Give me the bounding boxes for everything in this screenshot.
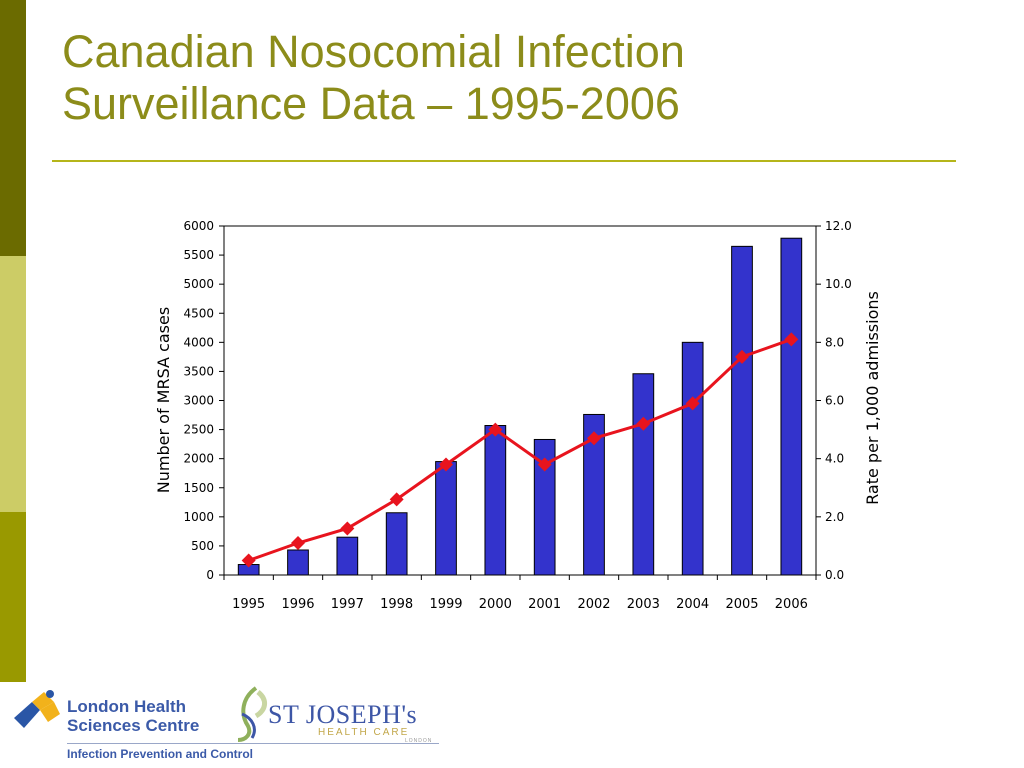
x-tick-label: 1998 bbox=[380, 597, 413, 612]
rate-point bbox=[291, 536, 305, 551]
rate-point bbox=[685, 396, 700, 411]
bar bbox=[583, 413, 605, 576]
rate-point bbox=[636, 416, 651, 431]
rate-line bbox=[248, 338, 792, 562]
right-tick-label: 0.0 bbox=[825, 568, 844, 582]
left-tick-label: 1000 bbox=[183, 510, 214, 524]
st-josephs-logo-icon bbox=[237, 686, 267, 742]
left-tick-label: 4000 bbox=[183, 335, 214, 349]
lhsc-name: London Health Sciences Centre bbox=[67, 697, 199, 735]
x-axis-ticks: 1995 1996 1997 1998 1999 2000 2001 2002 2003 2004… bbox=[223, 575, 817, 612]
bar bbox=[435, 461, 457, 576]
x-tick-label: 1997 bbox=[331, 597, 364, 612]
sidebar-stripe-mid bbox=[0, 512, 26, 682]
st-josephs-location: LONDON bbox=[405, 738, 433, 744]
left-tick-label: 6000 bbox=[183, 219, 214, 233]
x-tick-label: 2003 bbox=[627, 597, 660, 612]
plot-border bbox=[223, 225, 817, 576]
right-axis-ticks: 0.0 2.0 4.0 6.0 8.0 10.0 12.0 bbox=[816, 219, 852, 582]
x-tick-label: 2005 bbox=[725, 597, 758, 612]
left-tick-label: 500 bbox=[191, 539, 214, 553]
lhsc-line1: London Health bbox=[67, 697, 186, 716]
x-tick-label: 2006 bbox=[775, 597, 808, 612]
x-tick-label: 1995 bbox=[232, 597, 265, 612]
rate-point bbox=[784, 332, 799, 347]
rate-point bbox=[439, 457, 453, 472]
rate-point bbox=[340, 521, 355, 536]
rate-point bbox=[488, 422, 503, 437]
left-tick-label: 5000 bbox=[183, 277, 214, 291]
y-axis-label: Number of MRSA cases bbox=[154, 307, 173, 493]
bar bbox=[780, 237, 803, 576]
slide-title-line1: Canadian Nosocomial Infection bbox=[62, 26, 685, 77]
line-series bbox=[241, 332, 799, 568]
mrsa-combo-chart: 0 500 1000 1500 2000 2500 3000 3500 4000 4500 5000… bbox=[154, 219, 882, 612]
st-josephs-name: ST JOSEPH's bbox=[268, 700, 418, 729]
left-axis-ticks: 0 500 1000 1500 2000 2500 3000 3500 4000 4500 5000… bbox=[183, 219, 224, 582]
rate-point bbox=[537, 457, 552, 472]
rate-point bbox=[735, 349, 749, 364]
x-tick-label: 2001 bbox=[528, 597, 561, 612]
y2-axis-label: Rate per 1,000 admissions bbox=[863, 291, 882, 505]
bar bbox=[287, 549, 309, 576]
left-tick-label: 2500 bbox=[183, 423, 214, 437]
sidebar-stripe-light bbox=[0, 256, 26, 512]
slide-title-line2: Surveillance Data – 1995-2006 bbox=[62, 78, 680, 129]
right-tick-label: 6.0 bbox=[825, 394, 844, 408]
bar bbox=[484, 425, 507, 576]
left-tick-label: 0 bbox=[206, 568, 214, 582]
lhsc-line2: Sciences Centre bbox=[67, 716, 200, 735]
left-tick-label: 1500 bbox=[183, 481, 214, 495]
right-tick-label: 8.0 bbox=[825, 335, 844, 349]
x-tick-label: 1996 bbox=[281, 597, 314, 612]
bar bbox=[385, 512, 408, 576]
title-divider bbox=[52, 160, 956, 162]
rate-point bbox=[241, 553, 256, 568]
lhsc-logo-icon bbox=[14, 690, 60, 728]
x-tick-label: 2000 bbox=[479, 597, 512, 612]
left-tick-label: 3000 bbox=[183, 394, 214, 408]
bar bbox=[533, 438, 556, 576]
bar bbox=[632, 373, 655, 576]
left-tick-label: 5500 bbox=[183, 248, 214, 262]
rate-point bbox=[389, 492, 404, 507]
bar bbox=[731, 245, 753, 576]
left-tick-label: 4500 bbox=[183, 306, 214, 320]
sidebar-stripe-dark bbox=[0, 0, 26, 256]
plot-frame bbox=[223, 225, 817, 576]
x-tick-label: 1999 bbox=[429, 597, 462, 612]
right-tick-label: 10.0 bbox=[825, 277, 852, 291]
right-tick-label: 2.0 bbox=[825, 510, 844, 524]
bar bbox=[681, 341, 704, 576]
rate-point bbox=[587, 431, 601, 446]
st-josephs-subtitle: HEALTH CARE bbox=[318, 727, 410, 738]
right-tick-label: 12.0 bbox=[825, 219, 852, 233]
x-tick-label: 2002 bbox=[577, 597, 610, 612]
bar bbox=[336, 536, 359, 576]
x-tick-label: 2004 bbox=[676, 597, 709, 612]
left-tick-label: 2000 bbox=[183, 452, 214, 466]
right-tick-label: 4.0 bbox=[825, 452, 844, 466]
footer-logos bbox=[0, 680, 460, 768]
logo-divider bbox=[67, 743, 439, 744]
bar-series bbox=[237, 237, 803, 576]
left-tick-label: 3500 bbox=[183, 364, 214, 378]
ipc-label: Infection Prevention and Control bbox=[67, 747, 254, 761]
slide-title: Canadian Nosocomial Infection Surveillan… bbox=[62, 26, 685, 130]
